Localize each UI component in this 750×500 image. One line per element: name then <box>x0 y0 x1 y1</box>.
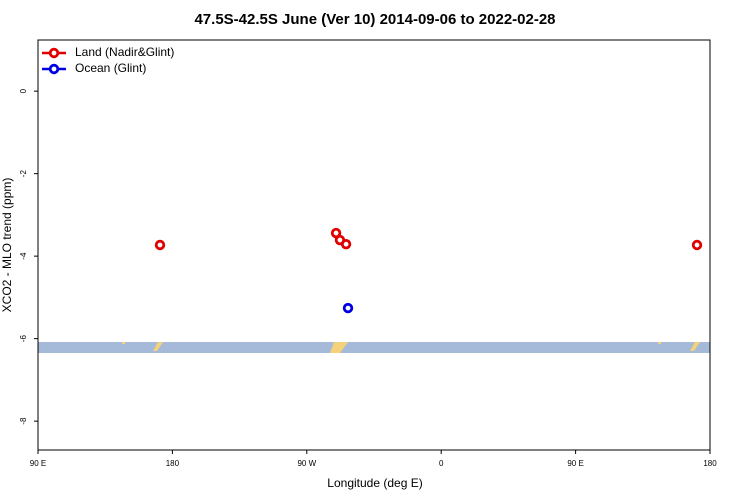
legend-marker <box>48 47 60 59</box>
y-tick-label: -8 <box>19 417 28 425</box>
y-tick-label: -4 <box>19 252 28 260</box>
y-tick-label: -6 <box>19 335 28 343</box>
x-axis-label: Longitude (deg E) <box>327 476 422 490</box>
x-tick-label: 180 <box>166 459 180 468</box>
map-strip <box>38 342 710 353</box>
land-strip <box>122 342 700 353</box>
y-tick-label: -2 <box>19 170 28 178</box>
point <box>340 238 352 250</box>
plot-frame <box>37 39 711 451</box>
legend-marker <box>48 63 60 75</box>
x-tick-label: 0 <box>439 459 444 468</box>
y-tick-label: 0 <box>19 88 28 93</box>
x-tick-label: 180 <box>703 459 717 468</box>
point <box>154 239 166 251</box>
legend-label: Ocean (Glint) <box>75 61 146 75</box>
point <box>691 239 703 251</box>
x-tick-label: 90 E <box>30 459 46 468</box>
y-axis-label: XCO2 - MLO trend (ppm) <box>0 178 14 313</box>
point <box>342 302 354 314</box>
x-tick-label: 90 E <box>567 459 583 468</box>
x-tick-label: 90 W <box>297 459 316 468</box>
legend-label: Land (Nadir&Glint) <box>75 45 174 59</box>
chart-title: 47.5S-42.5S June (Ver 10) 2014-09-06 to … <box>194 11 555 28</box>
